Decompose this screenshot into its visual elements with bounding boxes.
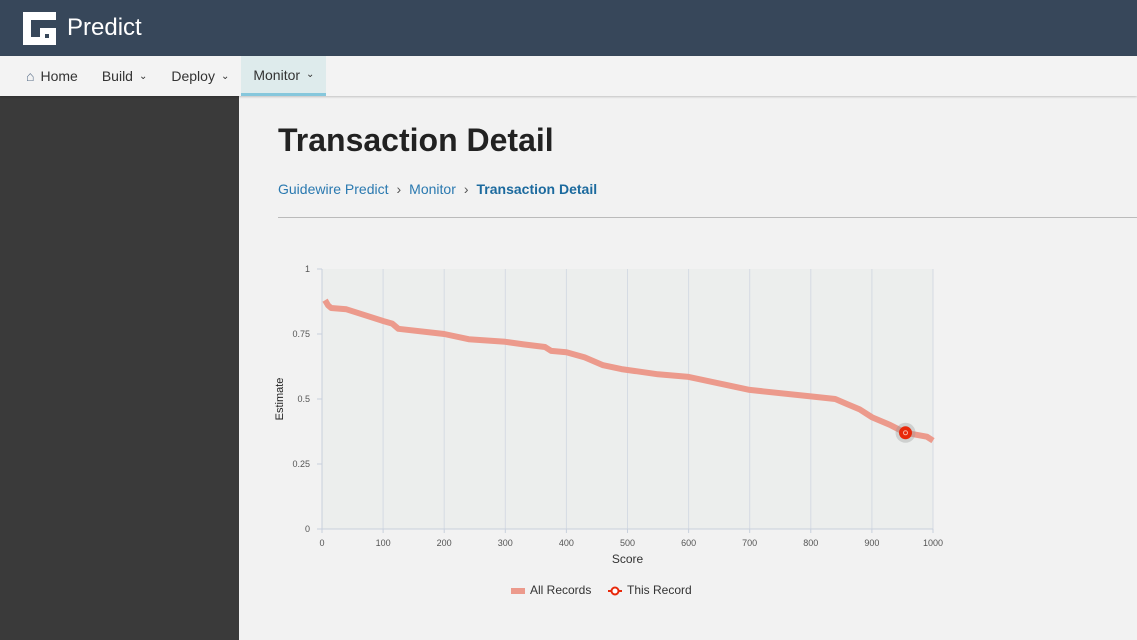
x-tick-label: 100: [376, 538, 391, 548]
x-tick-label: 0: [319, 538, 324, 548]
legend-all-records-swatch: [511, 588, 525, 594]
x-tick-label: 500: [620, 538, 635, 548]
breadcrumb: Guidewire Predict › Monitor › Transactio…: [278, 181, 1137, 197]
legend-this-record-label[interactable]: This Record: [627, 583, 692, 597]
x-tick-label: 1000: [923, 538, 943, 548]
home-icon: ⌂: [26, 68, 35, 84]
breadcrumb-guidewire-predict[interactable]: Guidewire Predict: [278, 181, 389, 197]
this-record-point: [899, 426, 913, 440]
x-tick-label: 800: [803, 538, 818, 548]
sidebar: [0, 96, 239, 640]
nav-label: Build: [101, 68, 133, 84]
breadcrumb-separator-icon: ›: [463, 181, 469, 197]
x-tick-label: 600: [681, 538, 696, 548]
breadcrumb-monitor[interactable]: Monitor: [409, 181, 456, 197]
x-tick-label: 900: [864, 538, 879, 548]
app-title: Predict: [67, 14, 142, 41]
chevron-down-icon: ⌄: [220, 70, 230, 82]
legend-this-record-marker: [610, 586, 620, 596]
nav-deploy[interactable]: Deploy ⌄: [159, 56, 241, 96]
score-estimate-chart: 0 100 200 300 400 500 600 700 800 900 1000 0 0.25 0.5…: [274, 264, 943, 597]
guidewire-logo-icon[interactable]: [23, 11, 56, 45]
divider: [278, 217, 1137, 218]
app-header: Predict: [0, 0, 1137, 56]
nav-home[interactable]: ⌂ Home: [0, 56, 90, 96]
nav-label: Monitor: [253, 66, 301, 83]
nav-build[interactable]: Build ⌄: [90, 56, 160, 96]
nav-monitor[interactable]: Monitor ⌄: [241, 56, 327, 96]
x-tick-label: 300: [498, 538, 513, 548]
chevron-down-icon: ⌄: [306, 69, 315, 80]
page-title: Transaction Detail: [278, 122, 554, 158]
legend-all-records-label[interactable]: All Records: [530, 583, 591, 597]
x-axis-label: Score: [612, 552, 644, 566]
main-content: Transaction Detail Guidewire Predict › M…: [278, 96, 1137, 218]
y-tick-label: 0: [305, 524, 310, 534]
main-nav: ⌂ Home Build ⌄ Deploy ⌄ Monitor ⌄: [0, 56, 1137, 96]
x-tick-label: 400: [559, 538, 574, 548]
y-tick-label: 0.25: [292, 459, 310, 469]
chevron-down-icon: ⌄: [138, 70, 148, 82]
y-tick-label: 0.5: [297, 394, 310, 404]
breadcrumb-separator-icon: ›: [396, 181, 402, 197]
x-tick-label: 700: [742, 538, 757, 548]
this-record-point-center: [903, 430, 909, 436]
y-axis-label: Estimate: [274, 378, 286, 421]
breadcrumb-current: Transaction Detail: [476, 181, 598, 197]
x-tick-label: 200: [437, 538, 452, 548]
nav-label: Deploy: [171, 68, 215, 84]
y-tick-label: 1: [305, 264, 310, 274]
nav-label: Home: [40, 68, 78, 84]
y-tick-label: 0.75: [292, 329, 310, 339]
